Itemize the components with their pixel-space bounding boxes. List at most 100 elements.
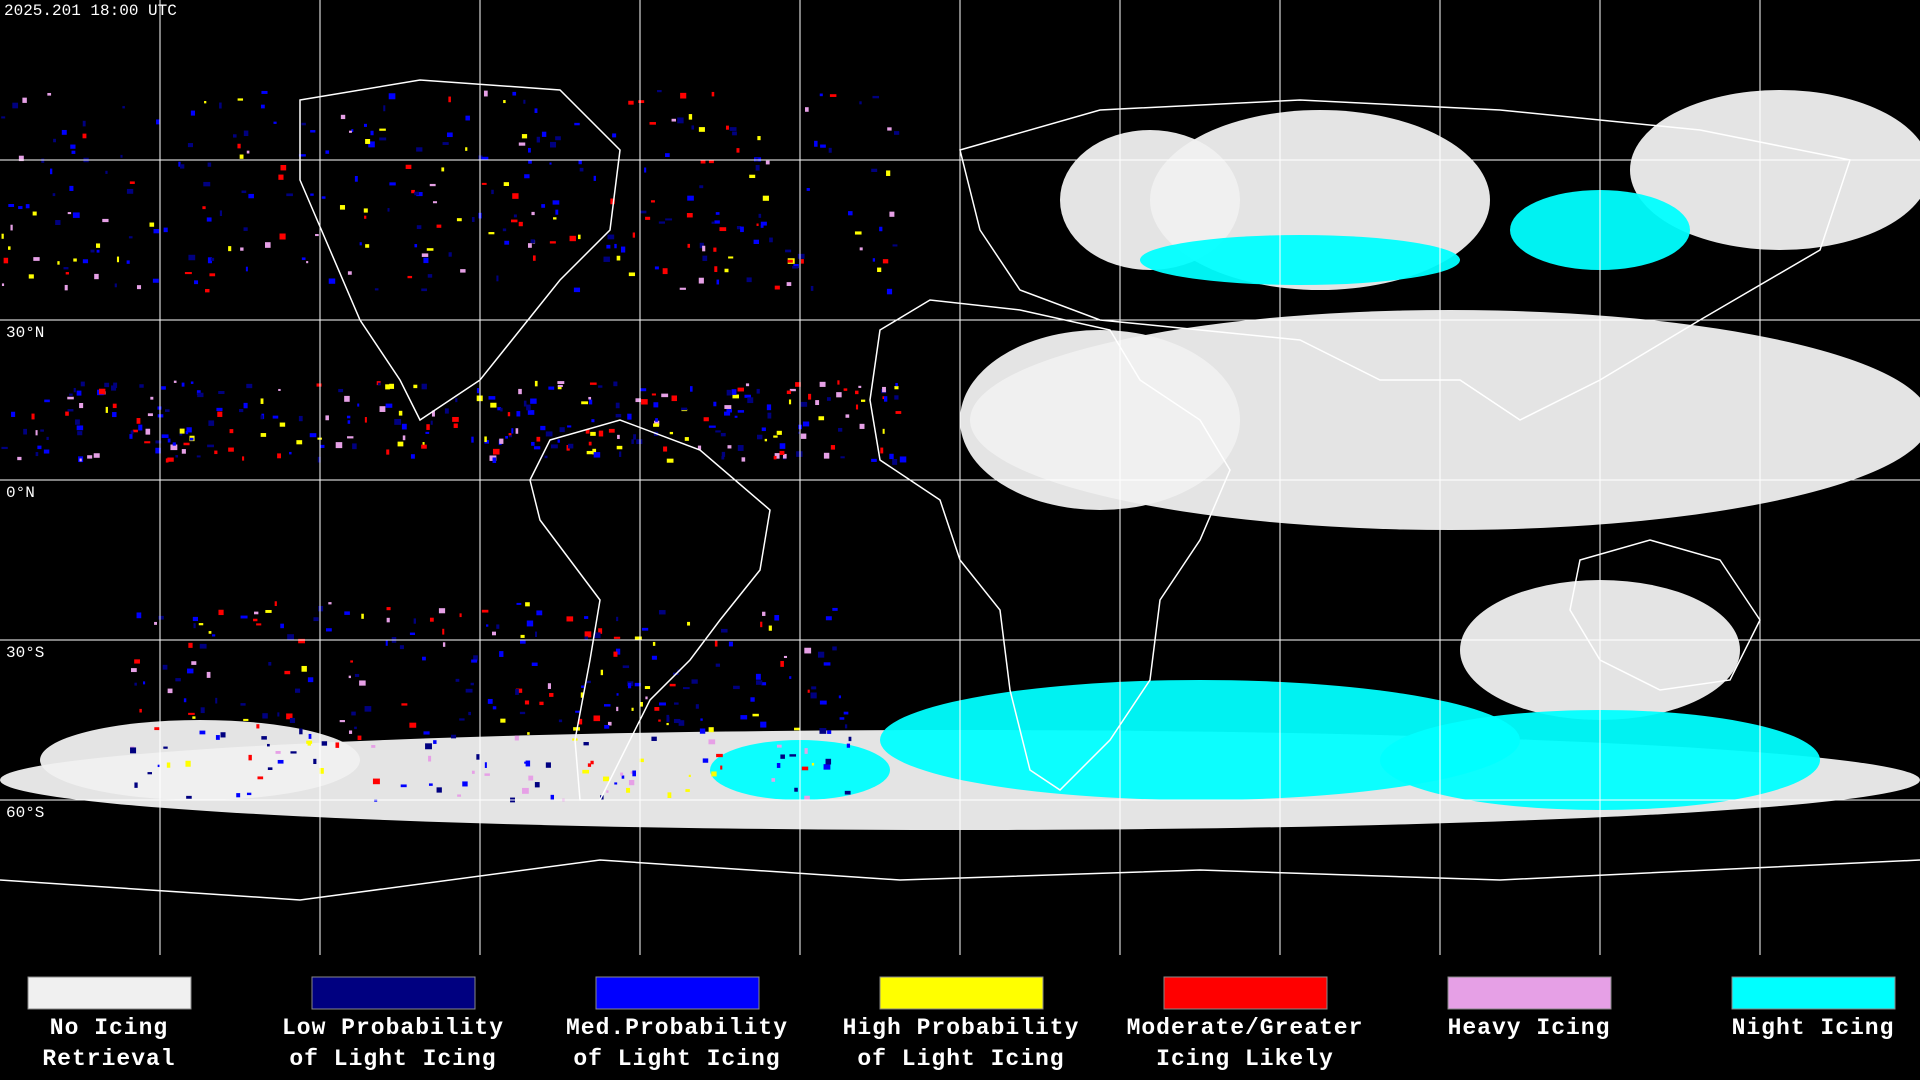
icing-speck xyxy=(245,266,248,272)
icing-speck xyxy=(385,403,393,408)
icing-speck xyxy=(872,258,876,262)
icing-speck xyxy=(534,782,540,788)
icing-speck xyxy=(351,129,354,132)
icing-speck xyxy=(782,453,787,459)
icing-speck xyxy=(630,771,633,774)
icing-speck xyxy=(423,731,430,735)
icing-speck xyxy=(713,247,717,252)
icing-speck xyxy=(196,455,201,458)
icing-speck xyxy=(379,406,386,412)
icing-speck xyxy=(215,735,220,740)
icing-speck xyxy=(577,234,581,240)
icing-speck xyxy=(325,415,329,421)
icing-speck xyxy=(53,138,56,143)
icing-speck xyxy=(279,233,286,240)
icing-speck xyxy=(724,411,731,416)
icing-speck xyxy=(272,415,279,419)
icing-speck xyxy=(889,211,895,217)
icing-speck xyxy=(886,170,891,176)
icing-speck xyxy=(347,436,354,439)
icing-speck xyxy=(702,758,709,763)
icing-speck xyxy=(407,275,413,279)
coastline-eurasia xyxy=(959,99,1851,421)
icing-speck xyxy=(389,383,395,389)
icing-speck xyxy=(496,275,499,282)
icing-speck xyxy=(658,610,666,615)
icing-speck xyxy=(593,452,601,458)
icing-speck xyxy=(513,214,517,218)
icing-speck xyxy=(167,438,171,443)
icing-speck xyxy=(429,183,436,187)
coastline-north-america xyxy=(299,79,621,422)
icing-speck xyxy=(483,90,488,97)
icing-speck xyxy=(207,444,214,448)
icing-speck xyxy=(73,387,76,393)
icing-speck xyxy=(843,711,849,715)
icing-speck xyxy=(134,782,138,788)
icing-speck xyxy=(313,758,317,765)
icing-speck xyxy=(243,402,248,409)
icing-speck xyxy=(789,676,792,679)
icing-speck xyxy=(708,425,716,428)
icing-speck xyxy=(663,446,668,452)
icing-speck xyxy=(779,443,786,449)
icing-speck xyxy=(306,740,313,744)
icing-speck xyxy=(534,380,538,387)
icing-speck xyxy=(262,713,268,719)
icing-speck xyxy=(374,288,379,291)
icing-speck xyxy=(616,616,619,622)
icing-speck xyxy=(181,382,185,387)
icing-speck xyxy=(354,673,360,677)
legend-swatch xyxy=(1447,976,1612,1010)
icing-speck xyxy=(547,683,551,689)
icing-speck xyxy=(651,655,657,660)
icing-speck xyxy=(805,107,809,112)
icing-speck xyxy=(35,430,38,436)
icing-speck xyxy=(18,155,24,162)
icing-speck xyxy=(363,123,367,127)
icing-speck xyxy=(615,413,622,418)
icing-speck xyxy=(130,430,134,435)
icing-speck xyxy=(708,160,714,164)
icing-speck xyxy=(789,388,796,392)
icing-speck xyxy=(669,683,676,687)
icing-speck xyxy=(429,617,434,622)
icing-speck xyxy=(416,192,423,197)
icing-speck xyxy=(299,728,303,735)
icing-speck xyxy=(584,616,589,619)
icing-speck xyxy=(698,277,704,284)
icing-speck xyxy=(819,700,827,705)
icing-speck xyxy=(386,607,391,611)
icing-speck xyxy=(566,616,574,622)
icing-speck xyxy=(80,381,85,387)
icing-speck xyxy=(401,703,408,706)
icing-speck xyxy=(598,628,603,634)
icing-speck xyxy=(508,434,513,438)
icing-speck xyxy=(654,707,660,711)
icing-speck xyxy=(257,776,264,780)
icing-speck xyxy=(767,412,772,419)
icing-speck xyxy=(815,400,820,406)
icing-speck xyxy=(603,776,610,782)
icing-speck xyxy=(658,221,666,224)
icing-speck xyxy=(359,242,362,246)
icing-speck xyxy=(632,770,637,777)
icing-speck xyxy=(895,411,902,414)
icing-speck xyxy=(550,444,558,449)
icing-speck xyxy=(190,381,194,384)
icing-speck xyxy=(161,386,166,390)
icing-speck xyxy=(794,787,798,792)
icing-speck xyxy=(604,724,610,729)
icing-speck xyxy=(199,730,206,735)
icing-speck xyxy=(120,154,123,158)
icing-speck xyxy=(409,632,416,635)
icing-speck xyxy=(199,643,207,649)
icing-speck xyxy=(139,384,144,388)
icing-speck xyxy=(736,226,742,230)
icing-speck xyxy=(421,444,427,449)
icing-speck xyxy=(266,743,270,747)
icing-speck xyxy=(613,651,618,657)
icing-speck xyxy=(689,386,693,392)
icing-speck xyxy=(838,695,842,699)
icing-speck xyxy=(154,727,160,731)
